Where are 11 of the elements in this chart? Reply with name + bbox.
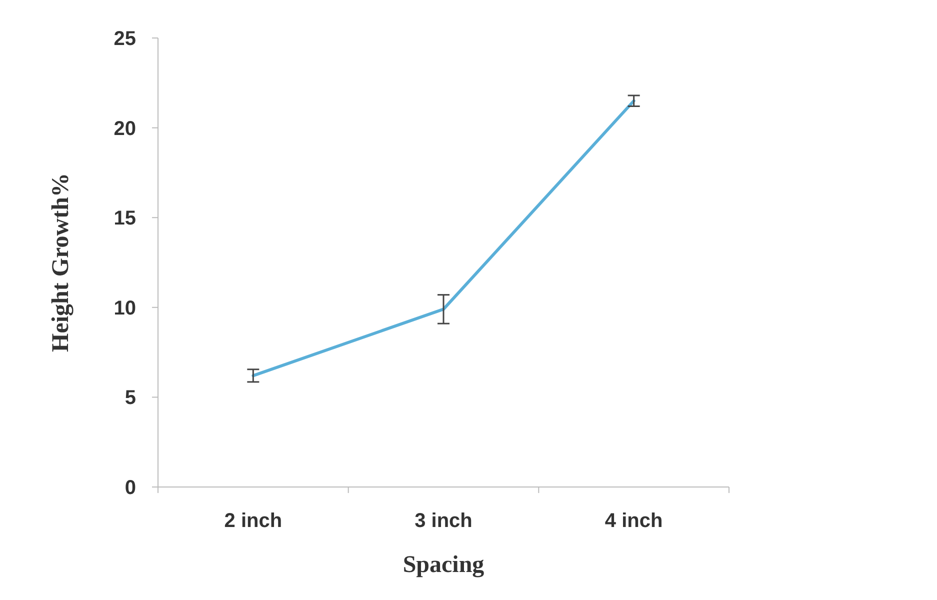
y-tick-label: 15 xyxy=(114,208,136,230)
x-tick-label: 3 inch xyxy=(414,510,472,532)
x-tick-label: 4 inch xyxy=(604,510,663,532)
x-tick-label: 2 inch xyxy=(224,510,282,532)
x-axis-title: Spacing xyxy=(402,552,484,578)
y-tick-label: 0 xyxy=(124,477,136,499)
y-tick-label: 20 xyxy=(114,118,136,140)
y-axis-title: Height Growth% xyxy=(48,173,74,352)
y-tick-label: 25 xyxy=(114,28,136,50)
y-tick-label: 10 xyxy=(114,297,136,320)
y-tick-label: 5 xyxy=(124,387,136,410)
